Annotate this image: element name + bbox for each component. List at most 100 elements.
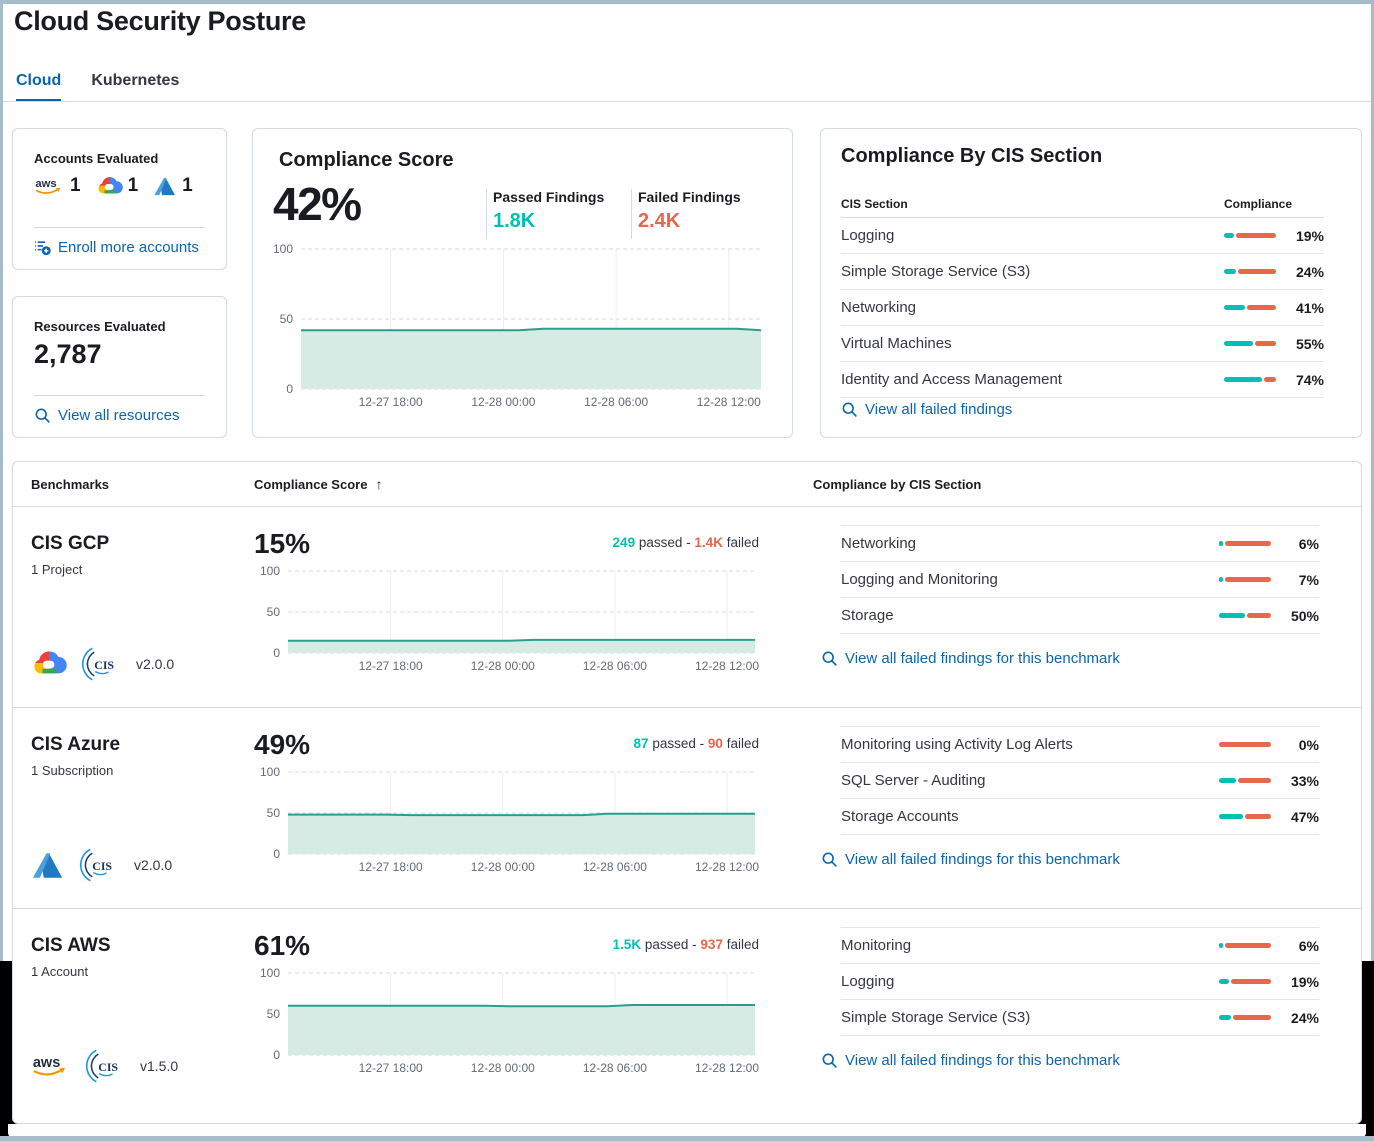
benchmark-passed-failed: 87 passed - 90 failed — [633, 736, 759, 751]
benchmark-sections-column: Monitoring using Activity Log Alerts 0% … — [813, 708, 1361, 908]
view-benchmark-failed-findings-label: View all failed findings for this benchm… — [845, 1052, 1120, 1069]
passed-count: 1.5K — [612, 937, 642, 952]
gcp-logo-icon — [34, 651, 67, 674]
tab-cloud[interactable]: Cloud — [16, 72, 62, 102]
aws-logo-icon: aws — [33, 1055, 66, 1076]
svg-text:12-28 06:00: 12-28 06:00 — [583, 860, 647, 874]
cis-section-row: Identity and Access Management 74% — [841, 362, 1324, 398]
tab-kubernetes[interactable]: Kubernetes — [91, 72, 180, 89]
enroll-more-accounts-label: Enroll more accounts — [58, 239, 199, 256]
section-row: Simple Storage Service (S3) 24% — [841, 1000, 1319, 1036]
cis-section-row: Simple Storage Service (S3) 24% — [841, 254, 1324, 290]
section-row: Storage 50% — [841, 598, 1319, 634]
compliance-percent: 33% — [1290, 772, 1319, 789]
compliance-percent: 0% — [1298, 736, 1319, 753]
benchmark-version: v2.0.0 — [134, 857, 173, 873]
search-icon — [822, 651, 837, 666]
view-benchmark-failed-findings-link[interactable]: View all failed findings for this benchm… — [821, 650, 1120, 667]
cis-badge-icon: CIS — [81, 647, 114, 681]
section-row: Storage Accounts 47% — [841, 799, 1319, 835]
cis-section-row: Networking 41% — [841, 290, 1324, 326]
svg-text:50: 50 — [267, 1007, 281, 1021]
failed-findings-label: Failed Findings — [638, 189, 741, 205]
col-benchmarks: Benchmarks — [31, 476, 110, 492]
svg-text:12-28 00:00: 12-28 00:00 — [471, 395, 535, 409]
compliance-percent: 50% — [1290, 607, 1319, 624]
aws-account-count: aws 1 — [34, 175, 81, 197]
svg-text:12-27 18:00: 12-27 18:00 — [359, 395, 423, 409]
view-benchmark-failed-findings-label: View all failed findings for this benchm… — [845, 650, 1120, 667]
benchmarks-table-header: Benchmarks Compliance Score ↑ Compliance … — [13, 462, 1361, 507]
svg-text:100: 100 — [273, 242, 293, 256]
svg-text:50: 50 — [267, 806, 281, 820]
section-row: Monitoring 6% — [841, 927, 1319, 964]
section-row: Monitoring using Activity Log Alerts 0% — [841, 726, 1319, 763]
svg-text:0: 0 — [273, 1048, 280, 1062]
compliance-bar — [1219, 613, 1271, 618]
compliance-bar — [1219, 943, 1271, 948]
compliance-bar — [1224, 233, 1276, 238]
aws-count: 1 — [70, 175, 81, 196]
search-icon — [35, 408, 50, 423]
benchmark-name: CIS AWS — [31, 935, 111, 956]
col-compliance-score-label: Compliance Score — [254, 477, 368, 492]
col-compliance-score-sortable[interactable]: Compliance Score ↑ — [254, 476, 813, 492]
svg-text:50: 50 — [280, 312, 294, 326]
compliance-bar — [1219, 979, 1271, 984]
benchmark-scope: 1 Account — [31, 964, 89, 979]
search-icon — [822, 1053, 837, 1068]
stat-divider — [486, 189, 487, 239]
section-name: Storage Accounts — [841, 808, 959, 825]
enroll-accounts-icon — [35, 241, 51, 256]
cis-badge-icon: CIS — [79, 848, 112, 882]
enroll-more-accounts-link[interactable]: Enroll more accounts — [34, 239, 199, 256]
view-benchmark-failed-findings-label: View all failed findings for this benchm… — [845, 851, 1120, 868]
search-icon — [842, 402, 857, 417]
compliance-bar — [1219, 577, 1271, 582]
resources-evaluated-title: Resources Evaluated — [34, 319, 166, 334]
stat-divider — [631, 189, 632, 239]
section-name: Identity and Access Management — [841, 371, 1062, 388]
window-frame-bottom — [0, 1136, 1374, 1141]
benchmark-info: CIS AWS 1 Account aws CIS v1.5.0 — [13, 909, 254, 1127]
compliance-percent: 41% — [1295, 299, 1324, 316]
view-benchmark-failed-findings-link[interactable]: View all failed findings for this benchm… — [821, 851, 1120, 868]
compliance-bar — [1224, 269, 1276, 274]
benchmark-score-column: 61% 1.5K passed - 937 failed 12-27 18:00… — [254, 909, 813, 1127]
benchmark-version: v2.0.0 — [136, 656, 175, 672]
compliance-bar — [1224, 377, 1276, 382]
search-icon — [822, 852, 837, 867]
view-all-resources-link[interactable]: View all resources — [34, 407, 179, 424]
svg-text:12-27 18:00: 12-27 18:00 — [359, 860, 423, 874]
compliance-bar — [1219, 814, 1271, 819]
benchmark-info: CIS GCP 1 Project — [13, 507, 254, 707]
svg-text:12-28 12:00: 12-28 12:00 — [695, 860, 759, 874]
passed-count: 249 — [612, 535, 636, 550]
svg-text:12-28 12:00: 12-28 12:00 — [695, 659, 759, 673]
benchmark-row-cis-gcp: CIS GCP 1 Project — [13, 507, 1361, 708]
svg-text:100: 100 — [260, 564, 280, 578]
col-compliance-by-cis-section: Compliance by CIS Section — [813, 476, 982, 492]
benchmark-score-column: 49% 87 passed - 90 failed 12-27 18:00 12-… — [254, 708, 813, 908]
view-benchmark-failed-findings-link[interactable]: View all failed findings for this benchm… — [821, 1052, 1120, 1069]
compliance-score-value: 42% — [273, 178, 362, 230]
svg-text:12-28 06:00: 12-28 06:00 — [583, 659, 647, 673]
benchmark-row-cis-aws: CIS AWS 1 Account aws CIS v1.5.0 — [13, 909, 1361, 1127]
view-all-failed-findings-link[interactable]: View all failed findings — [841, 401, 1012, 418]
benchmark-score: 61% — [254, 930, 311, 961]
benchmark-sections-column: Networking 6% Logging and Monitoring 7% … — [813, 507, 1361, 707]
benchmark-name: CIS GCP — [31, 533, 110, 554]
cis-section-card-title: Compliance By CIS Section — [841, 145, 1103, 167]
page-footer-strip — [8, 1124, 1366, 1137]
azure-account-count: 1 — [153, 175, 193, 197]
window-frame-left — [0, 4, 3, 961]
col-compliance: Compliance — [1224, 197, 1293, 211]
compliance-score-trend-chart: 12-27 18:00 12-28 00:00 12-28 06:00 12-28 1… — [267, 242, 765, 411]
accounts-evaluated-card: Accounts Evaluated aws 1 — [12, 128, 227, 270]
failed-findings-stat: Failed Findings 2.4K — [638, 189, 741, 233]
cis-section-table: CIS Section Compliance Logging 19% Simpl… — [841, 191, 1324, 398]
passed-findings-label: Passed Findings — [493, 189, 605, 205]
svg-text:CIS: CIS — [94, 658, 114, 672]
benchmark-logos: CIS v2.0.0 — [31, 846, 172, 884]
